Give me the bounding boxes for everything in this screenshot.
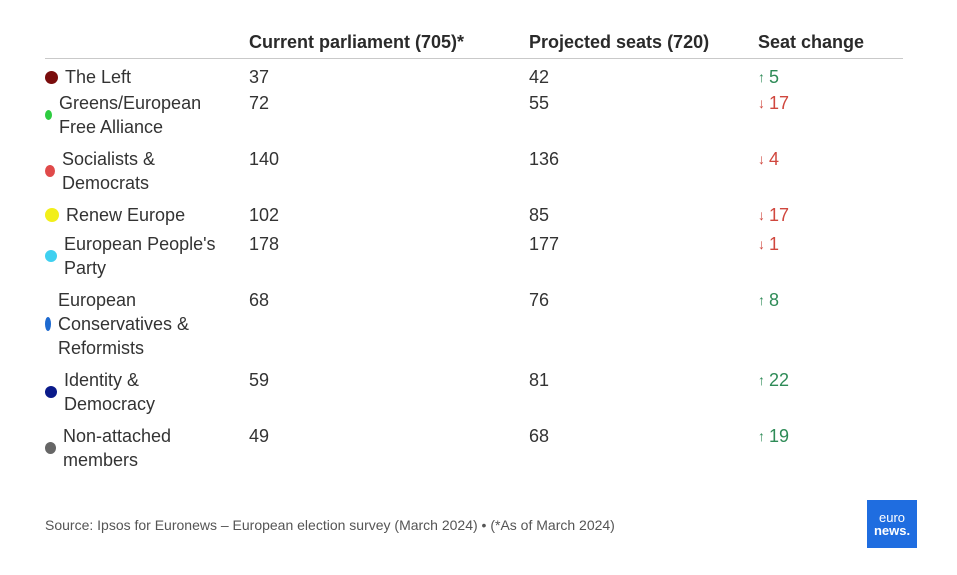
party-cell: European People's Party	[45, 232, 249, 280]
arrow-up-icon: ↑	[758, 372, 765, 388]
arrow-up-icon: ↑	[758, 428, 765, 444]
table-row: Socialists & Democrats 140 136 ↓ 4	[45, 147, 903, 203]
seat-change: ↓ 1	[758, 232, 903, 256]
current-seats: 37	[249, 67, 270, 87]
current-seats: 140	[249, 149, 280, 169]
projected-seats: 55	[529, 93, 550, 113]
party-cell: Greens/European Free Alliance	[45, 91, 249, 139]
projected-seats: 177	[529, 234, 560, 254]
seat-change-value: 17	[769, 205, 790, 225]
current-seats: 49	[249, 426, 270, 446]
party-name: Renew Europe	[66, 205, 186, 225]
table-row: Renew Europe 102 85 ↓ 17	[45, 203, 903, 232]
seat-change: ↓ 4	[758, 147, 903, 171]
euronews-logo: euro news.	[867, 500, 917, 548]
party-color-dot	[45, 70, 58, 84]
party-name: Identity & Democracy	[64, 370, 156, 414]
seat-change: ↓ 17	[758, 91, 903, 115]
party-cell: Socialists & Democrats	[45, 147, 249, 195]
party-name: Socialists & Democrats	[62, 149, 156, 193]
party-cell: Renew Europe	[45, 203, 249, 227]
seat-change-value: 19	[769, 426, 790, 446]
seat-change-value: 22	[769, 370, 790, 390]
arrow-down-icon: ↓	[758, 151, 765, 167]
current-seats: 72	[249, 93, 270, 113]
projected-seats: 68	[529, 426, 550, 446]
table-row: The Left 37 42 ↑ 5	[45, 65, 903, 91]
party-color-dot	[45, 386, 57, 398]
arrow-down-icon: ↓	[758, 207, 765, 223]
projected-seats: 81	[529, 370, 550, 390]
arrow-down-icon: ↓	[758, 236, 765, 252]
party-color-dot	[45, 110, 52, 120]
seat-change-value: 4	[769, 149, 780, 169]
party-cell: European Conservatives & Reformists	[45, 288, 249, 360]
table-row: Greens/European Free Alliance 72 55 ↓ 17	[45, 91, 903, 147]
table-row: European Conservatives & Reformists 68 76 ↑…	[45, 288, 903, 368]
seat-change: ↑ 22	[758, 368, 903, 392]
party-name: The Left	[65, 67, 132, 87]
header-seat-change: Seat change	[758, 32, 865, 52]
projected-seats: 42	[529, 67, 550, 87]
current-seats: 59	[249, 370, 270, 390]
party-color-dot	[45, 208, 59, 222]
projected-seats: 136	[529, 149, 560, 169]
arrow-down-icon: ↓	[758, 95, 765, 111]
header-party	[45, 53, 249, 58]
party-cell: The Left	[45, 65, 249, 89]
party-color-dot	[45, 442, 56, 454]
seat-change-value: 1	[769, 234, 780, 254]
party-name: European People's Party	[64, 234, 216, 278]
seat-change: ↑ 5	[758, 65, 903, 89]
seat-change-value: 17	[769, 93, 790, 113]
seat-change: ↑ 19	[758, 424, 903, 448]
seat-change: ↑ 8	[758, 288, 903, 312]
arrow-up-icon: ↑	[758, 292, 765, 308]
party-cell: Identity & Democracy	[45, 368, 249, 416]
logo-line1: euro	[878, 510, 906, 525]
arrow-up-icon: ↑	[758, 69, 765, 85]
projected-seats: 76	[529, 290, 550, 310]
seat-table: Current parliament (705)* Projected seat…	[45, 28, 903, 480]
seat-change-value: 5	[769, 67, 780, 87]
current-seats: 102	[249, 205, 280, 225]
logo-line2: news.	[873, 523, 911, 538]
table-row: Non-attached members 49 68 ↑ 19	[45, 424, 903, 480]
table-body: The Left 37 42 ↑ 5 Greens/European Free Allia…	[45, 65, 903, 480]
seat-change-value: 8	[769, 290, 780, 310]
party-color-dot	[45, 317, 51, 331]
party-cell: Non-attached members	[45, 424, 249, 472]
table-header: Current parliament (705)* Projected seat…	[45, 28, 903, 59]
header-current-parliament: Current parliament (705)*	[249, 32, 465, 52]
party-name: European Conservatives & Reformists	[58, 290, 190, 358]
header-projected-seats: Projected seats (720)	[529, 32, 710, 52]
party-name: Non-attached members	[63, 426, 172, 470]
source-note: Source: Ipsos for Euronews – European el…	[45, 517, 615, 533]
table-row: European People's Party 178 177 ↓ 1	[45, 232, 903, 288]
party-color-dot	[45, 250, 57, 262]
current-seats: 68	[249, 290, 270, 310]
seat-change: ↓ 17	[758, 203, 903, 227]
current-seats: 178	[249, 234, 280, 254]
table-row: Identity & Democracy 59 81 ↑ 22	[45, 368, 903, 424]
projected-seats: 85	[529, 205, 550, 225]
party-name: Greens/European Free Alliance	[59, 93, 202, 137]
party-color-dot	[45, 165, 55, 177]
